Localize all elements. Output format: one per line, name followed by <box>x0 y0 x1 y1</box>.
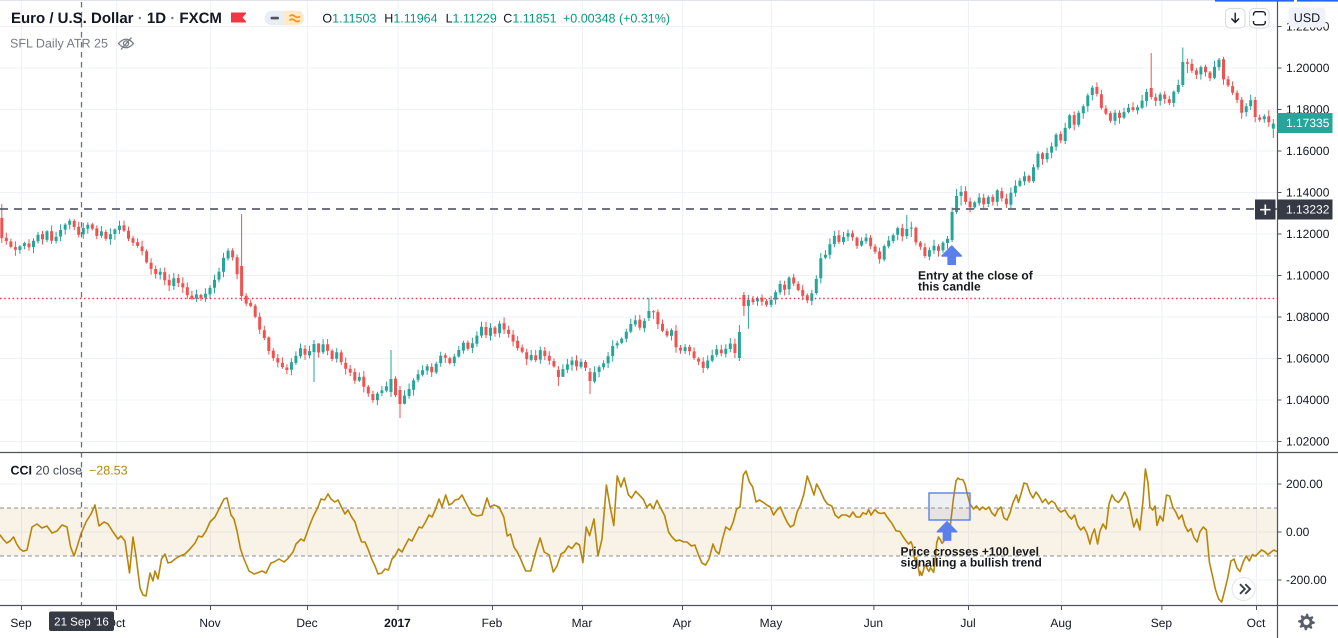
svg-text:Entry at the close of: Entry at the close of <box>918 269 1034 283</box>
svg-text:signalling a bullish trend: signalling a bullish trend <box>901 556 1042 570</box>
svg-text:L1.11229: L1.11229 <box>446 12 497 26</box>
svg-text:200.00: 200.00 <box>1286 477 1323 491</box>
svg-text:Apr: Apr <box>673 616 692 630</box>
svg-text:this candle: this candle <box>918 280 981 294</box>
svg-text:May: May <box>760 616 783 630</box>
svg-text:CCI 20 close −28.53: CCI 20 close −28.53 <box>11 464 128 478</box>
svg-text:Aug: Aug <box>1050 616 1071 630</box>
svg-text:C1.11851: C1.11851 <box>503 12 556 26</box>
svg-text:Oct: Oct <box>1247 616 1266 630</box>
svg-text:Jul: Jul <box>960 616 975 630</box>
svg-text:2017: 2017 <box>384 616 411 630</box>
svg-text:+0.00348 (+0.31%): +0.00348 (+0.31%) <box>563 12 670 26</box>
svg-text:Mar: Mar <box>572 616 593 630</box>
svg-text:Feb: Feb <box>482 616 503 630</box>
svg-text:1.10000: 1.10000 <box>1286 269 1330 283</box>
svg-text:1.17335: 1.17335 <box>1286 116 1330 130</box>
svg-text:Jun: Jun <box>864 616 883 630</box>
svg-text:H1.11964: H1.11964 <box>384 12 437 26</box>
svg-text:Nov: Nov <box>199 616 220 630</box>
svg-text:1.08000: 1.08000 <box>1286 310 1330 324</box>
svg-text:Sep: Sep <box>10 616 32 630</box>
svg-text:Price crosses +100 level: Price crosses +100 level <box>901 545 1039 559</box>
svg-text:SFL Daily ATR 25: SFL Daily ATR 25 <box>10 37 108 51</box>
svg-text:Euro / U.S. Dollar · 1D · FXCM: Euro / U.S. Dollar · 1D · FXCM <box>11 10 222 27</box>
svg-text:1.04000: 1.04000 <box>1286 393 1330 407</box>
svg-text:-200.00: -200.00 <box>1286 573 1327 587</box>
svg-text:1.20000: 1.20000 <box>1286 61 1330 75</box>
svg-text:Sep: Sep <box>1151 616 1173 630</box>
svg-text:21 Sep '16: 21 Sep '16 <box>54 617 109 629</box>
svg-text:USD: USD <box>1294 11 1320 25</box>
svg-text:1.12000: 1.12000 <box>1286 227 1330 241</box>
svg-text:1.06000: 1.06000 <box>1286 352 1330 366</box>
svg-text:Dec: Dec <box>296 616 317 630</box>
svg-text:0.00: 0.00 <box>1286 525 1310 539</box>
svg-text:1.02000: 1.02000 <box>1286 435 1330 449</box>
svg-text:O1.11503: O1.11503 <box>322 12 376 26</box>
svg-text:1.16000: 1.16000 <box>1286 144 1330 158</box>
svg-text:1.13232: 1.13232 <box>1286 203 1330 217</box>
svg-text:1.14000: 1.14000 <box>1286 186 1330 200</box>
